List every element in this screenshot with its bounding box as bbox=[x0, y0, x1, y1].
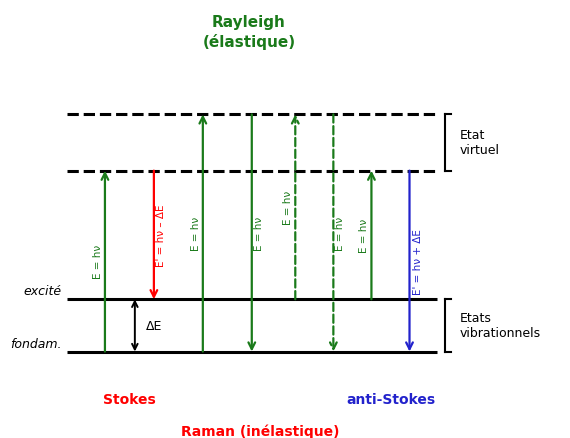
Text: E = hν: E = hν bbox=[283, 190, 293, 224]
Text: Raman (inélastique): Raman (inélastique) bbox=[181, 424, 339, 438]
Text: E = hν: E = hν bbox=[335, 216, 345, 251]
Text: E = hν: E = hν bbox=[191, 216, 201, 251]
Text: E' = hν + ΔE: E' = hν + ΔE bbox=[413, 229, 423, 294]
Text: Etat
virtuel: Etat virtuel bbox=[459, 129, 499, 157]
Text: excité: excité bbox=[23, 285, 62, 297]
Text: fondam.: fondam. bbox=[10, 337, 62, 350]
Text: ΔE: ΔE bbox=[146, 319, 162, 332]
Text: E = hν: E = hν bbox=[254, 216, 264, 251]
Text: Etats
vibrationnels: Etats vibrationnels bbox=[459, 312, 541, 339]
Text: E' = hν – ΔE: E' = hν – ΔE bbox=[156, 204, 166, 267]
Text: Rayleigh
(élastique): Rayleigh (élastique) bbox=[202, 15, 296, 49]
Text: E = hν: E = hν bbox=[93, 244, 103, 279]
Text: Stokes: Stokes bbox=[103, 392, 156, 406]
Text: E = hν: E = hν bbox=[359, 218, 369, 253]
Text: anti-Stokes: anti-Stokes bbox=[346, 392, 435, 406]
